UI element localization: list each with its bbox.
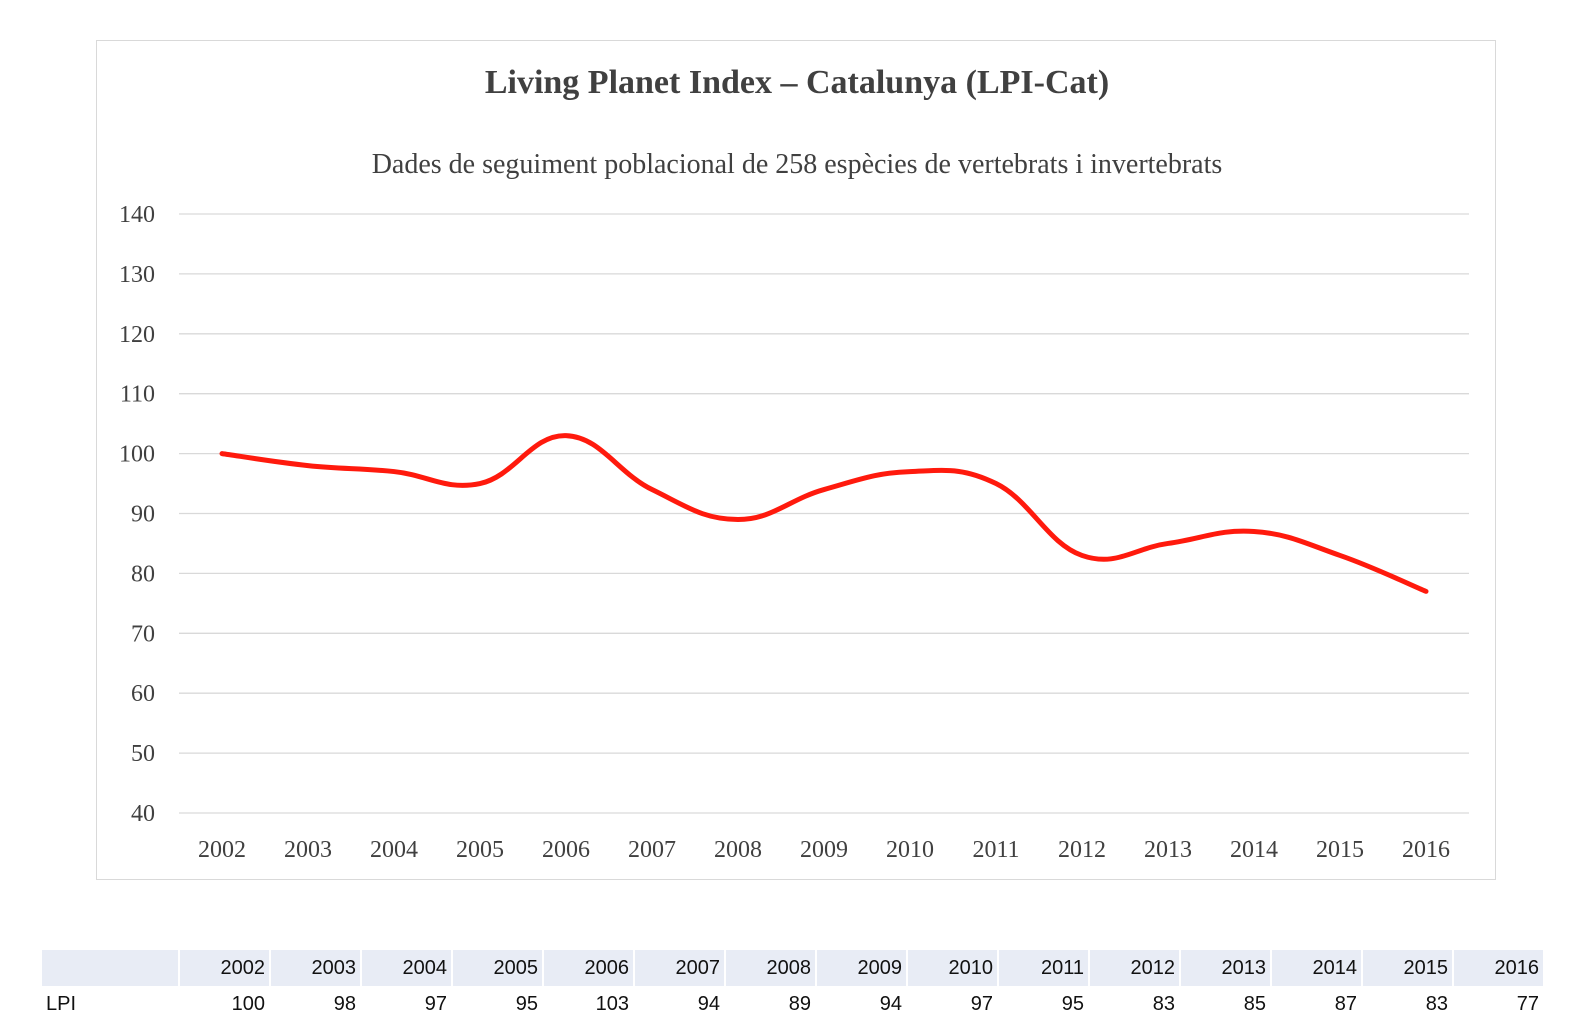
table-year-header: 2009 — [817, 950, 906, 986]
x-tick-label: 2014 — [1230, 837, 1278, 863]
table-cell: 89 — [788, 992, 811, 1015]
table-cell: 97 — [424, 992, 447, 1015]
table-year-header: 2002 — [180, 950, 269, 986]
table-year-header: 2004 — [362, 950, 451, 986]
y-tick-label: 70 — [131, 621, 155, 647]
chart-subtitle: Dades de seguiment poblacional de 258 es… — [372, 149, 1223, 180]
y-axis-ticks: 40 50 60 70 80 90 100 110 120 130 140 — [119, 202, 155, 827]
x-tick-label: 2008 — [714, 837, 762, 863]
y-tick-label: 50 — [131, 741, 155, 767]
chart-frame: Living Planet Index – Catalunya (LPI-Cat… — [96, 40, 1496, 880]
y-tick-label: 90 — [131, 502, 155, 528]
y-tick-label: 110 — [120, 382, 155, 408]
table-cell: 94 — [879, 992, 902, 1015]
x-tick-label: 2005 — [456, 837, 504, 863]
table-year-header: 2015 — [1363, 950, 1452, 986]
x-tick-label: 2011 — [972, 837, 1019, 863]
table-cell: 98 — [333, 992, 356, 1015]
series-layer — [219, 433, 1429, 594]
table-cell: 103 — [595, 992, 629, 1015]
x-axis-ticks: 2002 2003 2004 2005 2006 2007 2008 2009 2010 2011… — [198, 837, 1450, 863]
table-year-header: 2006 — [544, 950, 633, 986]
table-year-header: 2008 — [726, 950, 815, 986]
table-year-header: 2003 — [271, 950, 360, 986]
table-cell: 100 — [231, 992, 265, 1015]
table-cell: 95 — [1061, 992, 1084, 1015]
table-cell: 83 — [1152, 992, 1175, 1015]
table-cell: 77 — [1516, 992, 1539, 1015]
x-tick-label: 2016 — [1402, 837, 1450, 863]
x-tick-label: 2009 — [800, 837, 848, 863]
gridlines — [179, 213, 1469, 814]
x-tick-label: 2003 — [284, 837, 332, 863]
table-header-row: 2002 2003 2004 2005 2006 2007 2008 2009 2010 2011… — [42, 950, 1543, 986]
table-year-header: 2007 — [635, 950, 724, 986]
x-tick-label: 2002 — [198, 837, 246, 863]
table-cell: 85 — [1243, 992, 1266, 1015]
table-year-header: 2016 — [1454, 950, 1543, 986]
table-year-header: 2014 — [1272, 950, 1361, 986]
y-tick-label: 130 — [119, 262, 155, 288]
table-year-header: 2010 — [908, 950, 997, 986]
table-year-header: 2012 — [1090, 950, 1179, 986]
x-tick-label: 2012 — [1058, 837, 1106, 863]
y-tick-label: 120 — [119, 322, 155, 348]
x-tick-label: 2004 — [370, 837, 418, 863]
table-year-header: 2013 — [1181, 950, 1270, 986]
table-cell: 95 — [515, 992, 538, 1015]
x-tick-label: 2006 — [542, 837, 590, 863]
table-row-label: LPI — [46, 992, 77, 1015]
chart-title: Living Planet Index – Catalunya (LPI-Cat… — [485, 64, 1109, 101]
line-chart: Living Planet Index – Catalunya (LPI-Cat… — [119, 64, 1469, 863]
y-tick-label: 140 — [119, 202, 155, 228]
y-tick-label: 100 — [119, 442, 155, 468]
table-cell: 83 — [1425, 992, 1448, 1015]
table-year-header: 2005 — [453, 950, 542, 986]
table-cell: 94 — [697, 992, 720, 1015]
x-tick-label: 2010 — [886, 837, 934, 863]
table-cell: 87 — [1334, 992, 1357, 1015]
x-tick-label: 2013 — [1144, 837, 1192, 863]
data-table: 2002 2003 2004 2005 2006 2007 2008 2009 2010 2011… — [40, 950, 1545, 1022]
x-tick-label: 2015 — [1316, 837, 1364, 863]
y-tick-label: 80 — [131, 561, 155, 587]
table-corner-cell — [42, 950, 178, 986]
y-tick-label: 40 — [131, 801, 155, 827]
x-tick-label: 2007 — [628, 837, 676, 863]
table-year-header: 2011 — [999, 950, 1088, 986]
table-cell: 97 — [970, 992, 993, 1015]
table-row: LPI 100 98 97 95 103 94 89 94 97 95 83 85 87 83 77 — [42, 986, 1543, 1022]
y-tick-label: 60 — [131, 681, 155, 707]
